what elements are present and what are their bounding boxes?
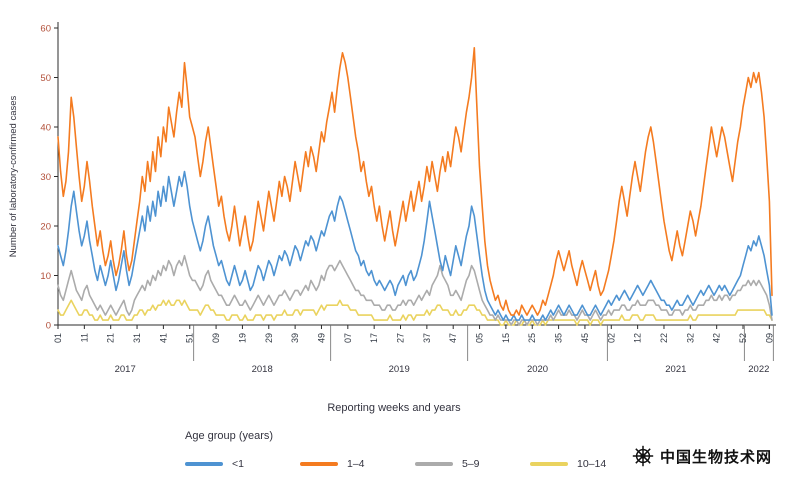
series-line-<1 bbox=[57, 170, 773, 321]
x-tick-label: 07 bbox=[343, 333, 353, 343]
legend-label: <1 bbox=[232, 458, 244, 470]
legend-title: Age group (years) bbox=[185, 430, 274, 442]
x-tick-label: 05 bbox=[475, 333, 485, 343]
y-tick-label: 30 bbox=[40, 172, 51, 183]
x-tick-label: 25 bbox=[527, 333, 537, 343]
x-tick-label: 32 bbox=[685, 333, 695, 343]
legend-item-under1: <1 bbox=[185, 458, 294, 470]
compass-wheel-icon bbox=[632, 445, 654, 467]
legend-item-1-4: 1–4 bbox=[300, 458, 409, 470]
x-tick-label: 52 bbox=[738, 333, 748, 343]
watermark: 中国生物技术网 bbox=[632, 445, 772, 467]
x-tick-label: 21 bbox=[106, 333, 116, 343]
legend-swatch-10-14 bbox=[530, 462, 568, 466]
legend-label: 10–14 bbox=[577, 458, 607, 470]
legend-label: 5–9 bbox=[462, 458, 480, 470]
series-line-1–4 bbox=[57, 46, 773, 316]
x-axis-title: Reporting weeks and years bbox=[327, 402, 461, 414]
y-tick-label: 60 bbox=[40, 24, 51, 35]
y-axis-title: Number of laboratory-confirmed cases bbox=[8, 95, 19, 257]
legend-item-5-9: 5–9 bbox=[415, 458, 524, 470]
legend-swatch-under1 bbox=[185, 462, 223, 466]
series-line-5–9 bbox=[57, 254, 773, 326]
x-tick-label: 31 bbox=[132, 333, 142, 343]
x-tick-label: 01 bbox=[53, 333, 63, 343]
x-tick-label: 19 bbox=[237, 333, 247, 343]
x-tick-label: 35 bbox=[554, 333, 564, 343]
x-tick-label: 42 bbox=[712, 333, 722, 343]
x-tick-label: 45 bbox=[580, 333, 590, 343]
x-tick-label: 47 bbox=[448, 333, 458, 343]
x-tick-label: 41 bbox=[158, 333, 168, 343]
legend-label: 1–4 bbox=[347, 458, 365, 470]
x-tick-label: 17 bbox=[369, 333, 379, 343]
x-tick-label: 12 bbox=[633, 333, 643, 343]
x-tick-label: 02 bbox=[606, 333, 616, 343]
y-tick-label: 50 bbox=[40, 73, 51, 84]
legend-item-10-14: 10–14 bbox=[530, 458, 639, 470]
x-tick-label: 29 bbox=[264, 333, 274, 343]
watermark-text: 中国生物技术网 bbox=[659, 448, 772, 466]
y-tick-label: 20 bbox=[40, 222, 51, 233]
y-tick-label: 0 bbox=[46, 321, 51, 332]
x-tick-label: 15 bbox=[501, 333, 511, 343]
x-tick-label: 39 bbox=[290, 333, 300, 343]
y-tick-label: 40 bbox=[40, 123, 51, 134]
x-tick-label: 11 bbox=[79, 333, 89, 342]
x-tick-label: 37 bbox=[422, 333, 432, 343]
year-label: 2020 bbox=[527, 364, 548, 375]
legend-swatch-1-4 bbox=[300, 462, 338, 466]
x-tick-label: 09 bbox=[764, 333, 774, 343]
legend: Age group (years) <1 1–4 5–9 10–14 bbox=[185, 430, 639, 470]
year-label: 2017 bbox=[115, 364, 136, 375]
year-label: 2019 bbox=[389, 364, 410, 375]
year-label: 2021 bbox=[665, 364, 686, 375]
x-tick-label: 27 bbox=[396, 333, 406, 343]
x-tick-label: 22 bbox=[659, 333, 669, 343]
year-label: 2022 bbox=[748, 364, 769, 375]
x-tick-label: 09 bbox=[211, 333, 221, 343]
year-label: 2018 bbox=[252, 364, 273, 375]
series-line-10–14 bbox=[57, 299, 773, 326]
y-tick-label: 10 bbox=[40, 271, 51, 282]
x-tick-label: 51 bbox=[185, 333, 195, 343]
line-chart: 0 10 20 30 40 50 60 01 11 21 31 41 51 09 19 29 39 49 07 17 2… bbox=[8, 22, 776, 375]
legend-swatch-5-9 bbox=[415, 462, 453, 466]
x-tick-label: 49 bbox=[316, 333, 326, 343]
